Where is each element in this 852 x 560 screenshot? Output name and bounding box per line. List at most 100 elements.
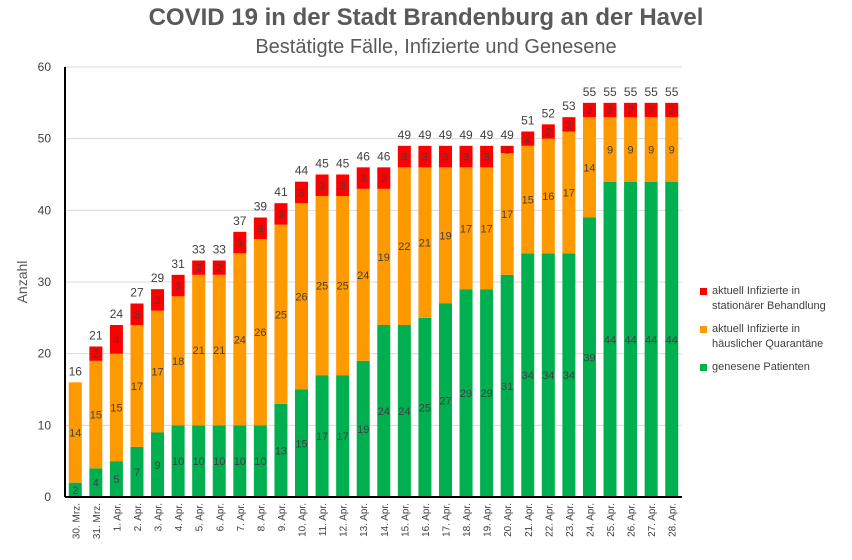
data-label: 2: [648, 105, 654, 117]
x-tick-label: 17. Apr.: [441, 503, 452, 537]
bar-segment: [171, 425, 185, 497]
bar-segment: [192, 274, 206, 426]
data-label: 27: [439, 395, 451, 407]
data-label: 2: [93, 349, 99, 361]
total-label: 41: [274, 185, 288, 199]
bar-segment: [459, 145, 473, 168]
bar-segment: [521, 131, 535, 146]
bar-segment: [480, 167, 494, 290]
bar-segment: [295, 181, 309, 204]
bar-segment: [356, 188, 370, 361]
bar-segment: [192, 260, 206, 275]
bar-segment: [89, 360, 103, 469]
bar-segment: [253, 425, 267, 497]
data-label: 10: [172, 456, 184, 468]
data-label: 13: [275, 445, 287, 457]
bar-segment: [130, 303, 144, 325]
total-label: 49: [501, 128, 515, 142]
total-label: 33: [192, 243, 206, 257]
data-label: 44: [666, 334, 678, 346]
x-tick-label: 21. Apr.: [524, 503, 535, 537]
data-label: 29: [460, 388, 472, 400]
x-tick-label: 24. Apr.: [585, 503, 596, 537]
data-label: 3: [257, 223, 263, 235]
bar-segment: [603, 102, 617, 118]
x-tick-label: 25. Apr.: [606, 503, 617, 537]
data-label: 2: [669, 105, 675, 117]
data-label: 2: [216, 263, 222, 275]
bar-segment: [315, 375, 329, 497]
data-label: 3: [360, 173, 366, 185]
bar-segment: [397, 145, 411, 168]
data-label: 3: [463, 152, 469, 164]
x-tick-label: 12. Apr.: [339, 503, 350, 537]
data-label: 22: [398, 241, 410, 253]
total-label: 16: [69, 364, 83, 378]
bar-segment: [356, 167, 370, 189]
legend-swatch: [700, 364, 707, 371]
data-label: 25: [419, 402, 431, 414]
bar-segment: [500, 274, 514, 497]
data-label: 24: [378, 406, 390, 418]
bar-segment: [500, 153, 514, 275]
data-label: 9: [154, 460, 160, 472]
x-tick-label: 13. Apr.: [359, 503, 370, 537]
bar-segment: [295, 389, 309, 497]
bar-segment: [68, 482, 82, 497]
legend-label: genesene Patienten: [712, 361, 810, 373]
bar-segment: [438, 303, 452, 497]
y-tick-label: 10: [38, 418, 52, 432]
bar-segment: [89, 468, 103, 497]
data-label: 7: [134, 467, 140, 479]
total-label: 45: [336, 157, 350, 171]
total-label: 39: [254, 200, 268, 214]
bar-segment: [644, 181, 658, 497]
data-label: 9: [607, 144, 613, 156]
bar-segment: [356, 360, 370, 497]
bar-segment: [377, 167, 391, 189]
data-label: 21: [213, 345, 225, 357]
data-label: 17: [131, 381, 143, 393]
x-tick-label: 28. Apr.: [668, 503, 679, 537]
data-label: 17: [480, 223, 492, 235]
data-label: 19: [439, 230, 451, 242]
bar-segment: [582, 217, 596, 497]
bar-segment: [336, 375, 350, 497]
bar-segment: [521, 253, 535, 497]
data-label: 24: [398, 406, 410, 418]
bar-segment: [624, 181, 638, 497]
data-label: 18: [172, 356, 184, 368]
bar-segment: [151, 289, 165, 311]
bar-segment: [397, 325, 411, 497]
data-label: 19: [357, 424, 369, 436]
data-label: 17: [563, 187, 575, 199]
bar-segment: [151, 310, 165, 433]
bar-segment: [644, 117, 658, 182]
x-tick-label: 16. Apr.: [421, 503, 432, 537]
x-tick-label: 2. Apr.: [133, 503, 144, 531]
bar-segment: [171, 274, 185, 297]
x-tick-label: 30. Mrz.: [71, 503, 82, 539]
data-label: 3: [484, 152, 490, 164]
data-label: 24: [357, 270, 369, 282]
bar-segment: [624, 102, 638, 118]
data-label: 5: [113, 474, 119, 486]
data-label: 26: [295, 291, 307, 303]
bar-segment: [665, 102, 679, 118]
bar-segment: [192, 425, 206, 497]
legend-item-quarantaene: aktuell Infizierte in häuslicher Quarant…: [700, 322, 852, 352]
x-tick-label: 18. Apr.: [462, 503, 473, 537]
total-label: 55: [644, 85, 658, 99]
data-label: 2: [72, 485, 78, 497]
data-label: 2: [545, 127, 551, 139]
bar-segment: [233, 253, 247, 426]
data-label: 34: [563, 370, 575, 382]
bar-segment: [665, 117, 679, 182]
bar-segment: [377, 325, 391, 497]
data-label: 16: [542, 191, 554, 203]
data-label: 3: [134, 309, 140, 321]
bar-segment: [130, 446, 144, 497]
x-tick-label: 23. Apr.: [565, 503, 576, 537]
y-tick-label: 30: [38, 275, 52, 289]
